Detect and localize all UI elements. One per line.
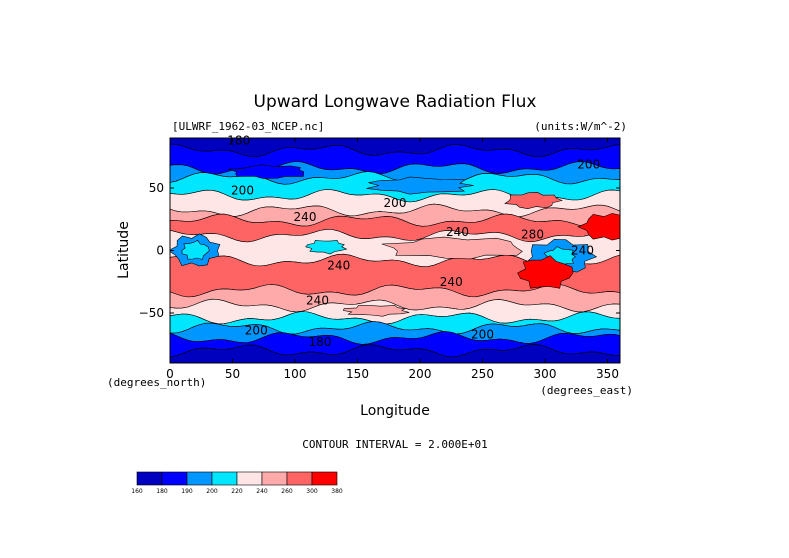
patch-7 (517, 255, 574, 289)
colorbar-tick-label: 240 (256, 488, 268, 495)
colorbar-swatch (286, 471, 313, 486)
x-tick-label: 200 (409, 367, 432, 381)
colorbar-tick-label: 220 (231, 488, 243, 495)
source-file-label: [ULWRF_1962-03_NCEP.nc] (172, 120, 324, 133)
colorbar-tick-label: 300 (306, 488, 318, 495)
x-tick-label: 350 (596, 367, 619, 381)
x-tick-label: 0 (166, 367, 174, 381)
patch-11 (342, 305, 410, 317)
contour-labels: 200 200 200 240 240 280 240 240 240 240 200 200 180 1… (227, 134, 600, 349)
colorbar-tick-label: 180 (156, 488, 168, 495)
contour-label: 180 (309, 335, 332, 349)
colorbar-tick-label: 260 (281, 488, 293, 495)
colorbar-swatch (211, 471, 238, 486)
colorbar-tick-label: 160 (131, 488, 143, 495)
x-tick-label: 300 (534, 367, 557, 381)
patch-10 (228, 164, 305, 179)
patch-9 (366, 176, 474, 195)
contour-label: 200 (231, 184, 254, 198)
contour-label: 200 (384, 196, 407, 210)
y-axis-ticks: 50 0 −50 (139, 181, 620, 320)
plot-area (170, 138, 620, 363)
y-tick-label: −50 (139, 306, 164, 320)
patch-5 (305, 240, 348, 255)
y-tick-label: 50 (149, 181, 164, 195)
contour-interval-text: CONTOUR INTERVAL = 2.000E+01 (302, 438, 487, 451)
colorbar-tick-label: 190 (181, 488, 193, 495)
x-tick-label: 250 (471, 367, 494, 381)
contour-label: 200 (245, 324, 268, 338)
colorbar-tick-label: 200 (206, 488, 218, 495)
contour-label: 200 (471, 327, 494, 341)
x-unit-label: (degrees_east) (540, 384, 633, 397)
contour-label: 200 (577, 157, 600, 171)
y-unit-label: (degrees_north) (107, 376, 206, 389)
contour-label: 240 (327, 259, 350, 273)
patch-6 (577, 213, 620, 241)
x-axis-label: Longitude (360, 403, 430, 419)
contour-label: 180 (227, 134, 250, 148)
contour-label: 240 (306, 294, 329, 308)
contour-label: 240 (440, 275, 463, 289)
contour-label: 240 (446, 225, 469, 239)
units-label: (units:W/m^-2) (534, 120, 627, 133)
colorbar-tick-label: 380 (331, 488, 343, 495)
y-axis-label: Latitude (116, 221, 132, 279)
colorbar: 160 180 190 200 220 240 260 300 380 (131, 471, 343, 495)
x-tick-label: 100 (284, 367, 307, 381)
patch-8 (504, 191, 563, 210)
y-tick-label: 0 (156, 244, 164, 258)
colorbar-swatch (186, 471, 213, 486)
x-axis-ticks: 0 50 100 150 200 250 300 350 (166, 138, 619, 381)
contour-label: 240 (294, 210, 317, 224)
x-tick-label: 150 (346, 367, 369, 381)
colorbar-swatch (161, 471, 188, 486)
chart-title: Upward Longwave Radiation Flux (254, 92, 537, 112)
colorbar-swatch (136, 471, 163, 486)
color-patches (170, 164, 620, 317)
contour-label: 280 (521, 227, 544, 241)
patch-4 (381, 236, 523, 260)
patch-1 (181, 240, 210, 260)
colorbar-swatch (261, 471, 288, 486)
colorbar-swatch (311, 471, 338, 486)
contour-label: 240 (571, 244, 594, 258)
colorbar-swatch (236, 471, 263, 486)
x-tick-label: 50 (225, 367, 240, 381)
band-14 (170, 344, 620, 363)
